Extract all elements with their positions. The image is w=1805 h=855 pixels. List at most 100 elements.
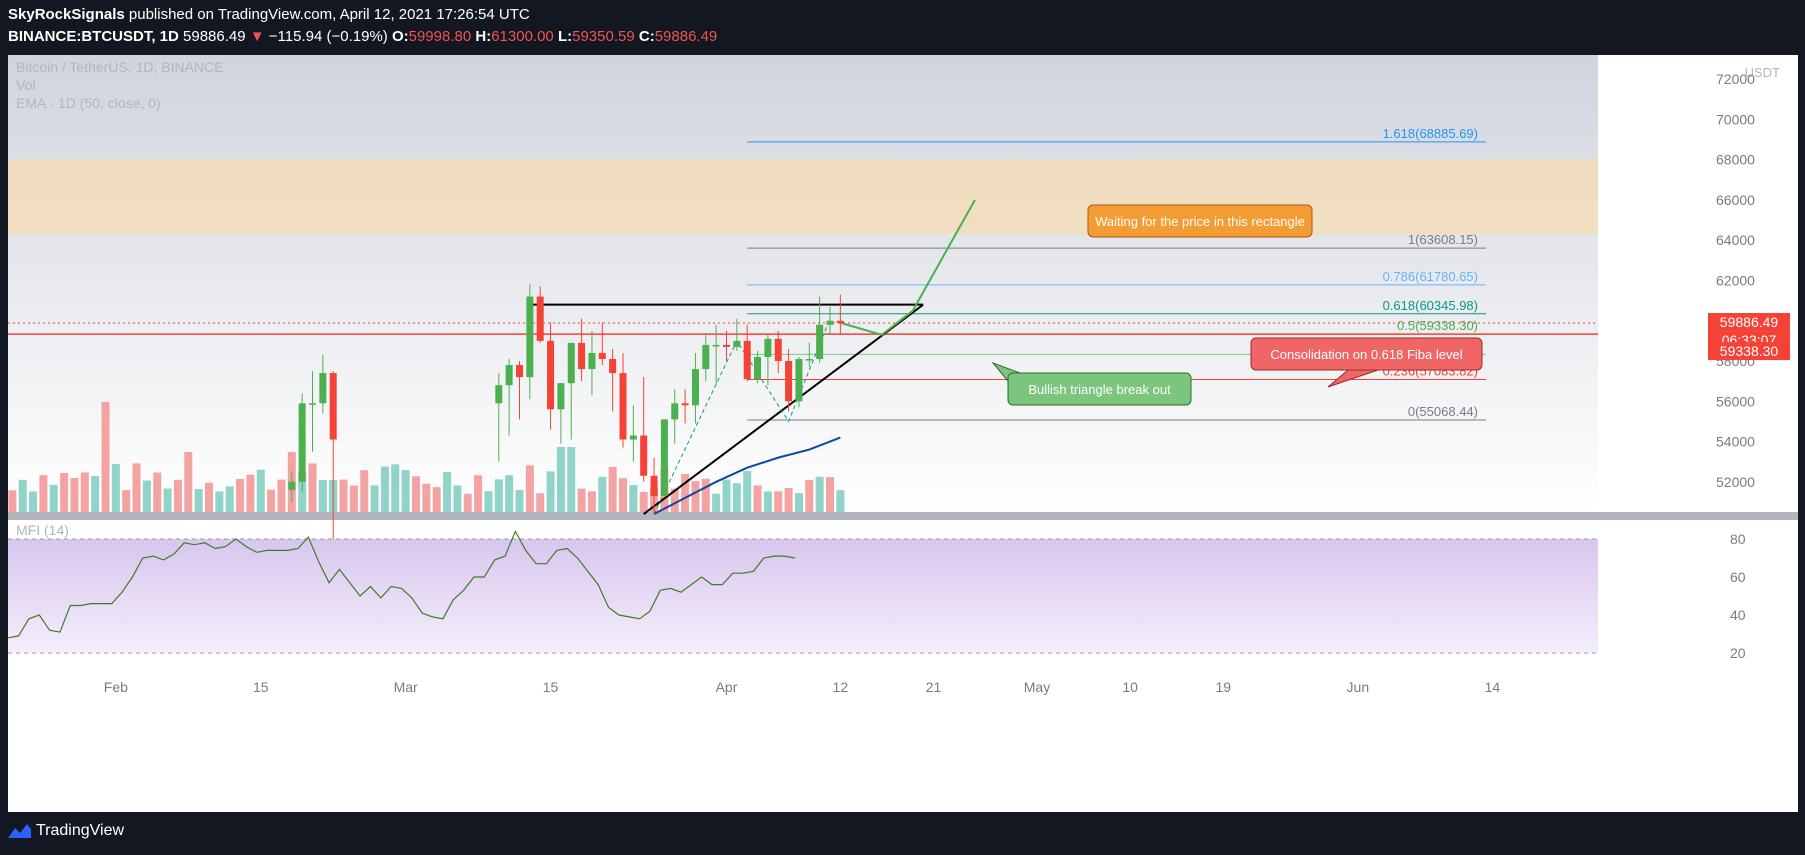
- callout-box: [1087, 204, 1313, 238]
- candle-body: [702, 344, 710, 370]
- volume-bar: [80, 472, 89, 512]
- annotation-callout[interactable]: Consolidation on 0.618 Fiba level: [1250, 337, 1483, 388]
- high-value: 61300.00: [491, 28, 554, 45]
- volume-bar: [173, 479, 182, 512]
- tradingview-logo-icon: [8, 824, 31, 838]
- price-tick-label: 54000: [1716, 434, 1755, 450]
- time-tick-label: Feb: [104, 679, 128, 695]
- candle: [495, 373, 503, 462]
- candle-body: [805, 358, 813, 361]
- volume-bar: [215, 491, 224, 512]
- candle-body: [712, 344, 720, 347]
- volume-bar: [349, 485, 358, 512]
- volume-bar: [194, 489, 203, 512]
- volume-bar: [153, 472, 162, 512]
- volume-bar: [753, 485, 762, 512]
- candle: [733, 318, 741, 351]
- author-name[interactable]: SkyRockSignals: [8, 6, 125, 23]
- target-zone-rectangle[interactable]: [8, 159, 1598, 235]
- volume-bar: [70, 478, 79, 512]
- volume-bar: [29, 491, 38, 512]
- volume-bar: [453, 485, 462, 512]
- volume-bar: [360, 470, 369, 512]
- callout-text: Waiting for the price in this rectangle: [1095, 214, 1305, 229]
- time-tick-label: 12: [833, 679, 849, 695]
- symbol-label: BINANCE:BTCUSDT, 1D: [8, 28, 179, 45]
- candle-body: [547, 340, 555, 410]
- volume-bar: [556, 447, 565, 512]
- volume-bar: [598, 476, 607, 512]
- candle-body: [785, 361, 793, 402]
- high-label: H:: [475, 28, 492, 45]
- publication-info: published on TradingView.com, April 12, …: [128, 6, 530, 23]
- candle: [702, 332, 710, 382]
- candle-body: [557, 383, 565, 410]
- time-tick-label: 15: [543, 679, 559, 695]
- time-tick-label: 19: [1216, 679, 1232, 695]
- time-tick-label: 14: [1485, 679, 1501, 695]
- candle: [505, 358, 513, 436]
- candle: [588, 330, 596, 396]
- candle-body: [516, 365, 523, 378]
- candle-body: [826, 320, 834, 325]
- volume-bar: [205, 482, 213, 512]
- candle: [805, 342, 813, 368]
- volume-bar: [339, 479, 348, 512]
- candle-body: [640, 435, 648, 476]
- volume-bar: [380, 466, 389, 512]
- candle: [764, 334, 772, 386]
- candle: [785, 348, 793, 412]
- candle: [650, 457, 658, 515]
- volume-bar: [608, 467, 617, 512]
- price-chart[interactable]: 1.618(68885.69) 1(63608.15) 0.786(61780.65…: [8, 55, 1798, 812]
- fib-level-label: 0(55068.44): [1408, 404, 1478, 419]
- volume-bar: [587, 491, 596, 512]
- price-tick-label: 70000: [1716, 111, 1755, 127]
- candle-body: [578, 342, 586, 370]
- candle-body: [536, 296, 544, 341]
- annotation-callout[interactable]: Waiting for the price in this rectangle: [1087, 204, 1313, 238]
- volume-bar: [463, 493, 472, 512]
- price-axis-unit: USDT: [1745, 65, 1780, 80]
- callout-box: [1250, 337, 1483, 371]
- candle: [516, 361, 523, 420]
- mfi-line: [8, 530, 795, 639]
- candle-body: [588, 352, 596, 370]
- candle-body: [526, 296, 534, 378]
- candle-body: [309, 403, 316, 405]
- volume-bar: [836, 490, 845, 512]
- annotation-callout[interactable]: Bullish triangle break out: [991, 361, 1192, 406]
- triangle-support-line[interactable]: [643, 303, 924, 515]
- volume-bar: [412, 476, 420, 512]
- footer-brand[interactable]: TradingView: [6, 820, 124, 842]
- volume-bar: [122, 490, 131, 512]
- time-tick-label: 15: [253, 679, 269, 695]
- volume-bar: [60, 472, 69, 512]
- candle: [774, 330, 782, 374]
- candle-body: [816, 324, 824, 359]
- time-tick-label: 21: [926, 679, 942, 695]
- volume-bar: [391, 464, 400, 512]
- volume-bar: [225, 486, 234, 512]
- candle-body: [660, 419, 668, 496]
- volume-bar: [732, 483, 741, 512]
- pane-separator[interactable]: [8, 512, 1798, 520]
- volume-bar: [267, 489, 276, 512]
- volume-bar: [277, 479, 286, 512]
- candle: [681, 389, 689, 424]
- volume-bar: [515, 489, 524, 512]
- candle: [640, 377, 648, 482]
- volume-bar: [494, 479, 503, 512]
- price-tick-label: 68000: [1716, 152, 1755, 168]
- time-tick-label: May: [1024, 679, 1050, 695]
- projection-path[interactable]: [840, 199, 976, 336]
- volume-bar: [639, 491, 648, 512]
- candle-body: [495, 385, 503, 404]
- volume-bar: [8, 490, 17, 512]
- fib-level-label: 0.5(59338.30): [1397, 318, 1478, 333]
- price-tag-text: 59886.49: [1720, 314, 1779, 330]
- volume-bar: [236, 478, 245, 512]
- candle: [288, 471, 296, 502]
- price-tick-label: 66000: [1716, 192, 1755, 208]
- volume-bar: [484, 491, 493, 512]
